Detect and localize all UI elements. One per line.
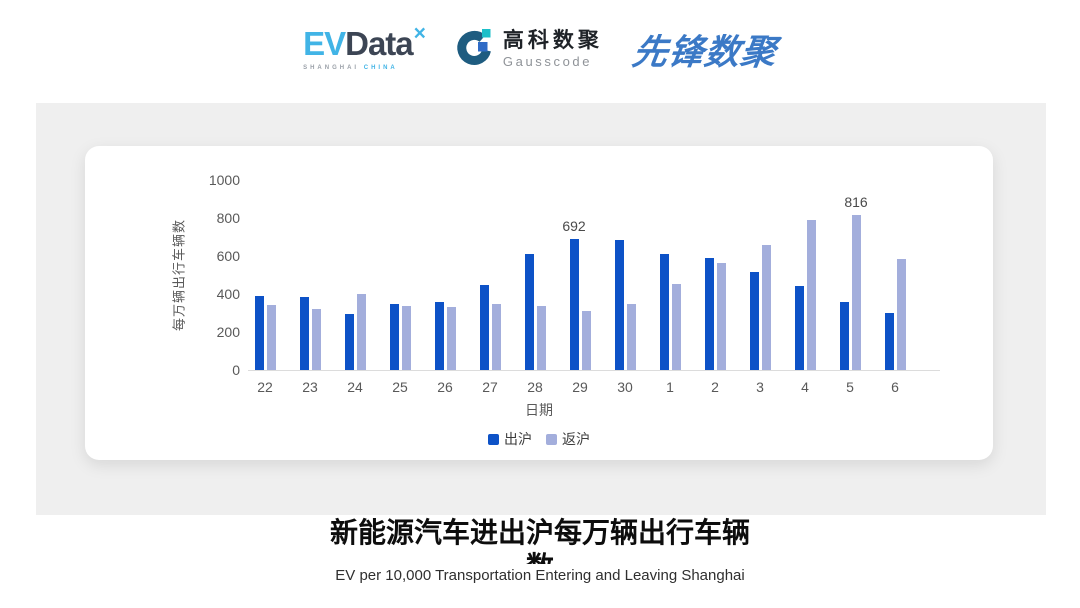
evdata-china-text: CHINA (363, 65, 398, 71)
gausscode-en-text: Gausscode (502, 54, 593, 69)
y-tick-400: 400 (216, 286, 240, 302)
figure-title-line1: 新能源汽车进出沪每万辆出行车辆 (329, 517, 750, 548)
x-tick-28: 28 (527, 379, 543, 395)
chart-legend: 出沪 返沪 (85, 429, 993, 449)
bar-返沪-27 (491, 304, 501, 370)
chart-card: 每万辆出行车辆数 日期 出沪 返沪 0 200 400 600 800 1000 22 23 2… (85, 146, 993, 460)
legend-label-chuhu: 出沪 (504, 431, 532, 447)
xianfeng-shuju-logo: 先锋数聚 (629, 32, 780, 72)
bar-返沪-1 (671, 284, 681, 370)
bar-返沪-2 (716, 263, 726, 370)
header-logos: EV Data × SHANGHAI CHINA 高科数聚 Gausscode 先锋… (0, 16, 1080, 82)
bar-出沪-26 (434, 301, 444, 370)
x-tick-3: 3 (756, 379, 764, 395)
bar-返沪-29 (581, 311, 591, 370)
bar-返沪-30 (626, 303, 636, 370)
bar-出沪-6 (884, 313, 894, 370)
evdata-data-text: Data (345, 25, 414, 62)
bar-出沪-1 (659, 254, 669, 370)
bar-返沪-23 (311, 309, 321, 370)
x-tick-24: 24 (347, 379, 363, 395)
y-tick-800: 800 (216, 210, 240, 226)
x-tick-1: 1 (666, 379, 674, 395)
legend-item-chuhu[interactable]: 出沪 (488, 429, 532, 449)
bar-返沪-3 (761, 244, 771, 370)
x-tick-25: 25 (392, 379, 408, 395)
x-tick-29: 29 (572, 379, 588, 395)
evdata-logo: EV Data × SHANGHAI CHINA (303, 23, 426, 71)
evdata-ev-text: EV (303, 25, 346, 62)
gausscode-g-ring-icon (455, 27, 495, 72)
x-axis-title: 日期 (525, 402, 553, 418)
gausscode-logo: 高科数聚 Gausscode (455, 27, 603, 72)
bar-出沪-28 (524, 254, 534, 370)
bar-返沪-25 (401, 305, 411, 370)
data-label-816: 816 (844, 193, 868, 210)
legend-label-fanhu: 返沪 (562, 431, 590, 447)
figure-title-line2: 数 (0, 550, 1080, 564)
x-tick-26: 26 (437, 379, 453, 395)
bar-返沪-4 (806, 220, 816, 370)
x-tick-4: 4 (801, 379, 809, 395)
bar-出沪-2 (704, 258, 714, 370)
x-tick-6: 6 (891, 379, 899, 395)
bar-出沪-23 (299, 296, 309, 370)
y-axis-title: 每万辆出行车辆数 (171, 218, 187, 332)
bar-出沪-5 (839, 301, 849, 370)
gausscode-cn-text: 高科数聚 (502, 29, 603, 52)
x-tick-30: 30 (617, 379, 633, 395)
bar-出沪-24 (344, 313, 354, 370)
figure-title: 新能源汽车进出沪每万辆出行车辆 数 (0, 516, 1080, 564)
x-axis-line (248, 370, 940, 371)
evdata-shanghai-text: SHANGHAI (303, 65, 360, 71)
bar-出沪-27 (479, 284, 489, 370)
figure-subtitle: EV per 10,000 Transportation Entering an… (335, 567, 745, 584)
bar-出沪-25 (389, 303, 399, 370)
bar-返沪-6 (896, 258, 906, 370)
x-tick-2: 2 (711, 379, 719, 395)
x-tick-27: 27 (482, 379, 498, 395)
evdata-wordmark: EV Data × (303, 23, 426, 62)
evdata-subtext: SHANGHAI CHINA (303, 65, 398, 71)
legend-item-fanhu[interactable]: 返沪 (546, 429, 590, 449)
data-label-692: 692 (562, 217, 586, 234)
bar-出沪-30 (614, 240, 624, 370)
bar-出沪-22 (254, 295, 264, 370)
x-tick-5: 5 (846, 379, 854, 395)
x-tick-23: 23 (302, 379, 318, 395)
legend-swatch-chuhu (488, 433, 499, 445)
bar-返沪-24 (356, 294, 366, 370)
y-tick-0: 0 (232, 362, 240, 378)
y-tick-1000: 1000 (208, 172, 240, 188)
y-tick-200: 200 (216, 324, 240, 340)
bar-出沪-4 (794, 286, 804, 370)
x-tick-22: 22 (257, 379, 273, 395)
bar-返沪-22 (266, 305, 276, 370)
bar-出沪-3 (749, 272, 759, 370)
bar-返沪-5 (851, 214, 861, 370)
y-tick-600: 600 (216, 248, 240, 264)
bar-chart: 每万辆出行车辆数 日期 出沪 返沪 0 200 400 600 800 1000 22 23 2… (85, 146, 993, 460)
bar-出沪-29 (569, 238, 579, 370)
bar-返沪-26 (446, 306, 456, 370)
legend-swatch-fanhu (546, 433, 557, 445)
evdata-propeller-icon: × (413, 22, 426, 45)
bar-返沪-28 (536, 306, 546, 370)
